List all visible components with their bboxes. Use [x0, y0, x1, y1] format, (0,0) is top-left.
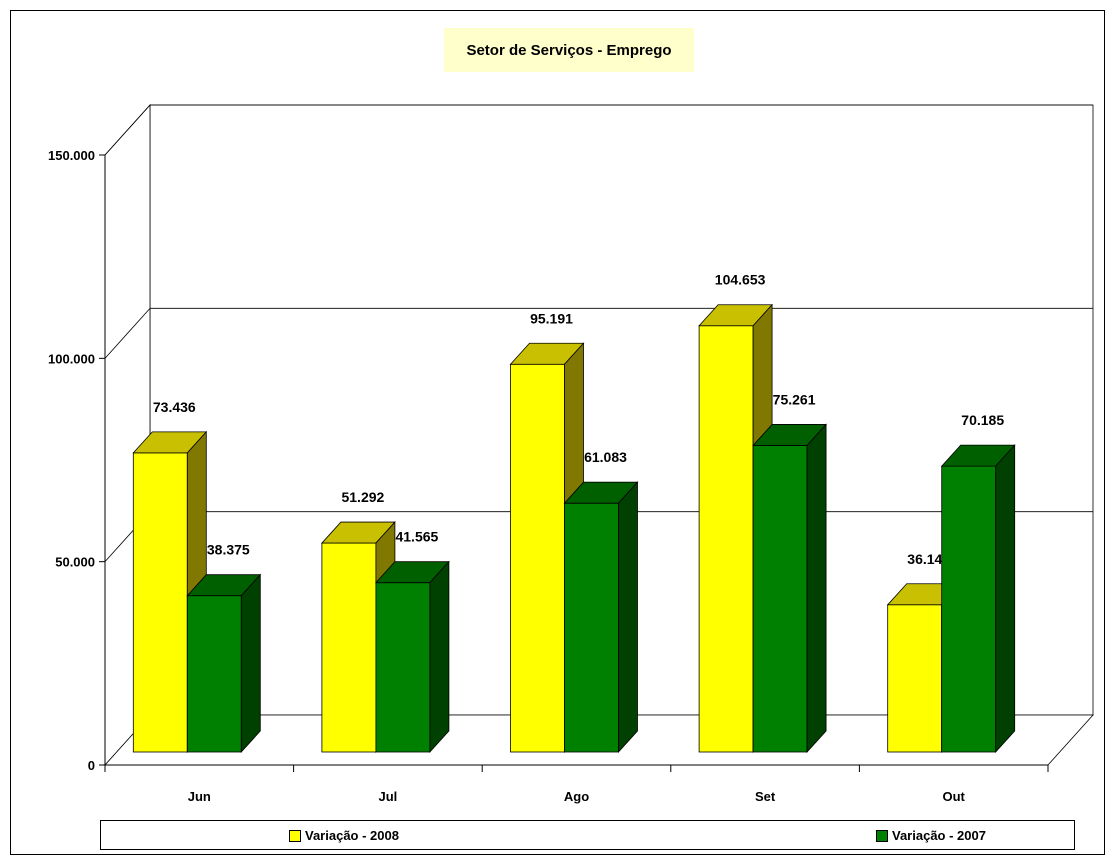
bar-side: [241, 575, 260, 752]
x-tick-label: Jul: [379, 789, 398, 804]
data-label: 73.436: [153, 399, 196, 415]
data-label: 61.083: [584, 449, 627, 465]
bar-side: [430, 562, 449, 752]
data-label: 41.565: [395, 529, 438, 545]
legend-label-2007: Variação - 2007: [892, 828, 986, 843]
data-label: 70.185: [961, 412, 1004, 428]
legend-item-2007: Variação - 2007: [876, 828, 986, 843]
bar-front: [699, 326, 753, 752]
bar-side: [619, 482, 638, 752]
bar-front: [322, 543, 376, 752]
legend-swatch-2007: [876, 830, 888, 842]
bar-front: [376, 583, 430, 752]
legend-item-2008: Variação - 2008: [289, 828, 399, 843]
bar-front: [187, 596, 241, 752]
x-tick-label: Out: [943, 789, 966, 804]
y-tick-label: 0: [88, 758, 95, 773]
bar-front: [133, 453, 187, 752]
legend-swatch-2008: [289, 830, 301, 842]
bar-front: [511, 364, 565, 752]
y-tick-label: 100.000: [48, 351, 95, 366]
x-tick-label: Set: [755, 789, 776, 804]
data-label: 95.191: [530, 310, 573, 326]
bar-front: [565, 503, 619, 752]
x-tick-label: Ago: [564, 789, 589, 804]
bar-front: [942, 466, 996, 752]
chart-legend: Variação - 2008 Variação - 2007: [100, 820, 1075, 850]
bar-front: [888, 605, 942, 752]
bar-side: [807, 424, 826, 752]
y-tick-label: 150.000: [48, 148, 95, 163]
data-label: 104.653: [715, 272, 766, 288]
bar-front: [753, 445, 807, 752]
legend-label-2008: Variação - 2008: [305, 828, 399, 843]
bar-side: [996, 445, 1015, 752]
x-tick-label: Jun: [188, 789, 211, 804]
data-label: 38.375: [207, 542, 250, 558]
data-label: 75.261: [773, 391, 816, 407]
data-label: 51.292: [341, 489, 384, 505]
y-tick-label: 50.000: [55, 555, 95, 570]
